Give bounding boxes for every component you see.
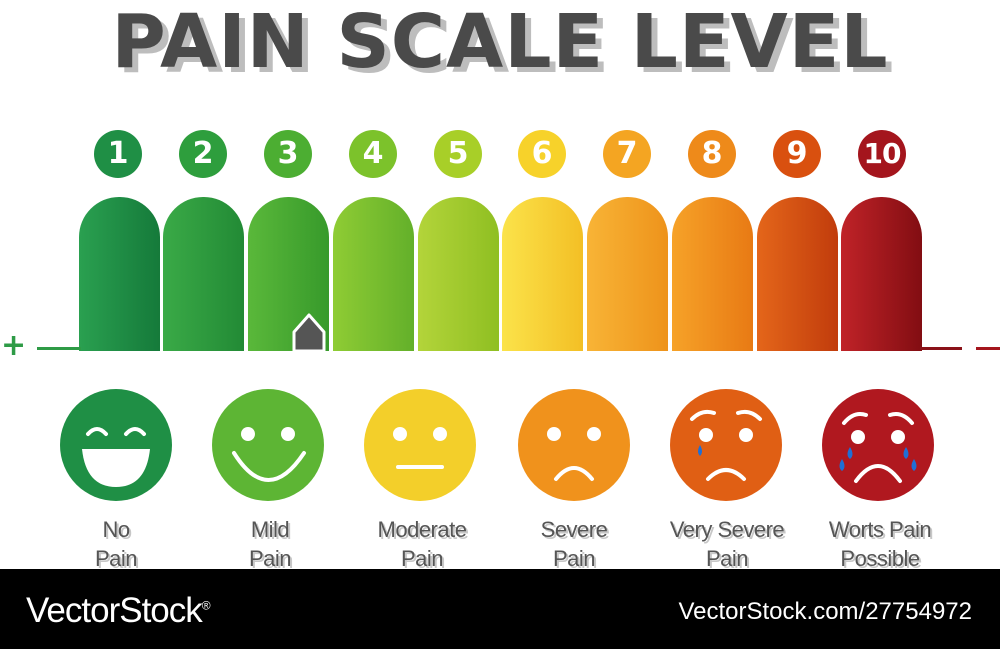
minus-icon <box>976 347 1000 350</box>
face-moderate-pain-icon <box>364 389 476 501</box>
label-line: Mild <box>250 517 290 542</box>
level-bar-8 <box>672 197 753 351</box>
face-label-worst-pain: Worts Pain Possible <box>800 515 960 573</box>
label-line: Worts Pain <box>828 517 932 542</box>
label-line: Moderate <box>377 517 467 542</box>
label-line: Pain <box>705 546 749 571</box>
label-line: Pain <box>94 546 138 571</box>
level-bar-4 <box>333 197 414 351</box>
label-line: Possible <box>840 546 920 571</box>
level-number-1: 1 <box>94 130 142 178</box>
level-bar-6 <box>502 197 583 351</box>
label-line: Pain <box>400 546 444 571</box>
face-mild-pain-icon <box>212 389 324 501</box>
brand-name: VectorStock <box>26 591 203 630</box>
level-bar-2 <box>163 197 244 351</box>
face-no-pain-icon <box>60 389 172 501</box>
level-number-4: 4 <box>349 130 397 178</box>
level-number-7: 7 <box>603 130 651 178</box>
level-number-8: 8 <box>688 130 736 178</box>
level-bar-1 <box>79 197 160 351</box>
brand-logo[interactable]: VectorStock® <box>26 591 211 631</box>
face-label-very-severe-pain: Very Severe Pain <box>647 515 807 573</box>
registered-mark: ® <box>201 598 211 613</box>
label-line: Very Severe <box>669 517 785 542</box>
face-label-moderate-pain: Moderate Pain <box>342 515 502 573</box>
level-bar-10 <box>841 197 922 351</box>
label-line: No <box>102 517 130 542</box>
face-label-mild-pain: Mild Pain <box>190 515 350 573</box>
plus-icon: + <box>1 328 27 363</box>
label-line: Pain <box>248 546 292 571</box>
footer-bar: VectorStock® VectorStock.com/27754972 <box>0 569 1000 649</box>
level-bar-7 <box>587 197 668 351</box>
level-bar-9 <box>757 197 838 351</box>
page-title: PAIN SCALE LEVEL <box>111 0 889 85</box>
level-number-5: 5 <box>434 130 482 178</box>
stock-id-link[interactable]: VectorStock.com/27754972 <box>678 598 972 625</box>
label-line: Pain <box>552 546 596 571</box>
face-label-no-pain: No Pain <box>36 515 196 573</box>
level-number-3: 3 <box>264 130 312 178</box>
baseline-left <box>37 347 81 350</box>
face-worst-pain-icon <box>822 389 934 501</box>
level-number-9: 9 <box>773 130 821 178</box>
face-severe-pain-icon <box>518 389 630 501</box>
level-number-2: 2 <box>179 130 227 178</box>
level-number-10: 10 <box>858 130 906 178</box>
level-marker-icon <box>292 313 326 352</box>
level-number-6: 6 <box>518 130 566 178</box>
level-bar-5 <box>418 197 499 351</box>
label-line: Severe <box>540 517 608 542</box>
face-label-severe-pain: Severe Pain <box>494 515 654 573</box>
baseline-right <box>920 347 962 350</box>
face-very-severe-pain-icon <box>670 389 782 501</box>
